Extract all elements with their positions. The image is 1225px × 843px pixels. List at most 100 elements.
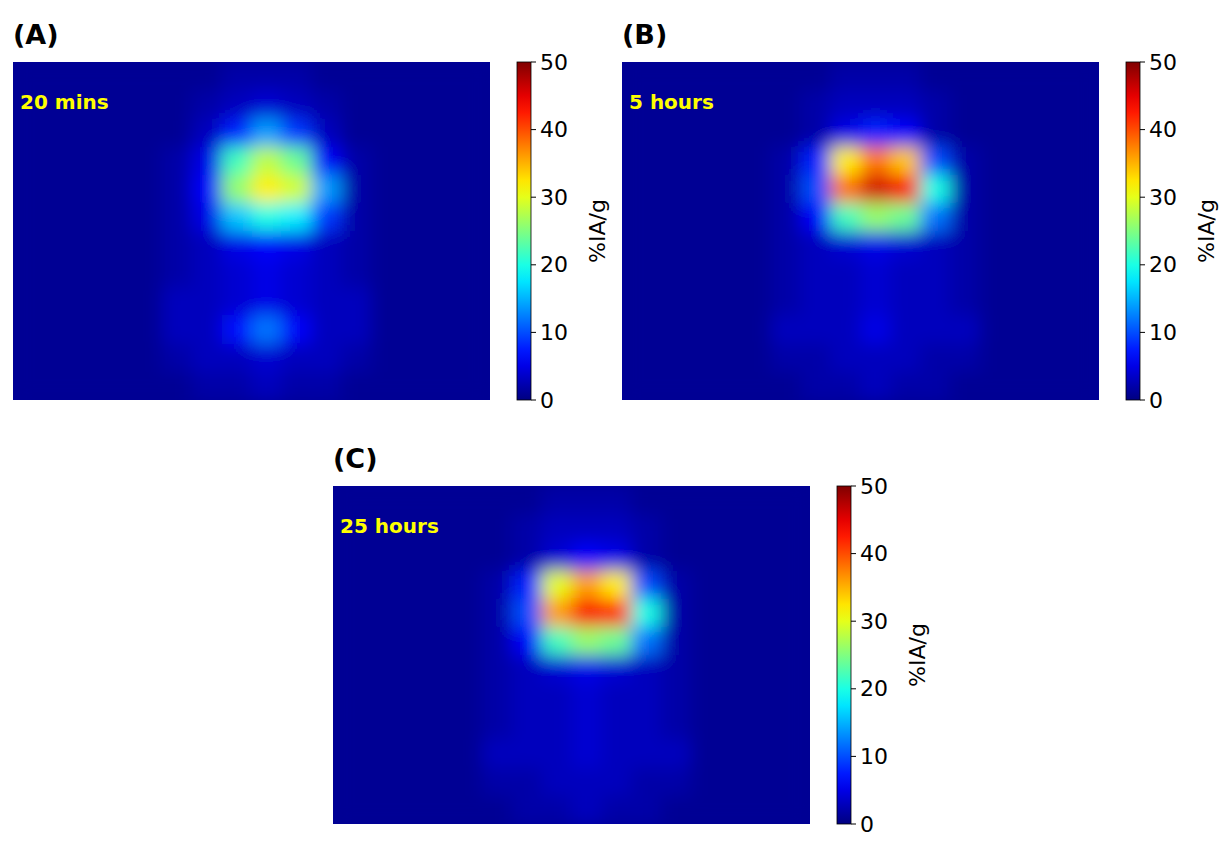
cell bbox=[422, 627, 452, 656]
cell bbox=[482, 514, 512, 543]
cell bbox=[741, 287, 771, 316]
cell bbox=[682, 344, 712, 373]
cell bbox=[801, 259, 831, 288]
cell bbox=[162, 90, 192, 119]
cell bbox=[422, 655, 452, 684]
image-clip bbox=[13, 62, 490, 400]
cell bbox=[1010, 259, 1040, 288]
cell bbox=[920, 62, 950, 91]
cell bbox=[622, 118, 652, 147]
cell bbox=[333, 655, 363, 684]
cell bbox=[13, 231, 43, 260]
cell bbox=[741, 147, 771, 176]
cell bbox=[622, 287, 652, 316]
cell bbox=[73, 287, 103, 316]
panel: (C)25 hours01020304050%IA/g bbox=[333, 443, 930, 837]
cell bbox=[622, 231, 652, 260]
cell bbox=[13, 118, 43, 147]
cell bbox=[13, 175, 43, 204]
cell bbox=[741, 118, 771, 147]
cell bbox=[861, 259, 891, 288]
cell bbox=[920, 175, 950, 204]
cell bbox=[750, 486, 780, 515]
cell bbox=[631, 571, 661, 600]
cell bbox=[542, 627, 572, 656]
cell bbox=[950, 344, 980, 373]
cell bbox=[162, 118, 192, 147]
cell bbox=[1069, 259, 1099, 288]
cell bbox=[721, 627, 751, 656]
cell bbox=[401, 316, 431, 345]
cell bbox=[1039, 203, 1069, 232]
cell bbox=[311, 118, 341, 147]
cell bbox=[401, 259, 431, 288]
cell bbox=[780, 571, 810, 600]
cell bbox=[1069, 147, 1099, 176]
cell bbox=[780, 542, 810, 571]
colorbar-tick-label: 50 bbox=[1149, 50, 1177, 75]
time-label: 20 mins bbox=[20, 90, 109, 114]
cell bbox=[460, 203, 490, 232]
cell bbox=[980, 372, 1010, 400]
cell bbox=[801, 231, 831, 260]
cell bbox=[801, 203, 831, 232]
cell bbox=[950, 90, 980, 119]
cell bbox=[422, 740, 452, 769]
cell bbox=[452, 542, 482, 571]
cell bbox=[430, 231, 460, 260]
cell bbox=[890, 372, 920, 400]
cell bbox=[861, 316, 891, 345]
cell bbox=[601, 740, 631, 769]
cell bbox=[333, 711, 363, 740]
cell bbox=[861, 231, 891, 260]
cell bbox=[631, 655, 661, 684]
cell bbox=[512, 683, 542, 712]
cell bbox=[192, 62, 222, 91]
cell bbox=[252, 231, 282, 260]
cell bbox=[631, 542, 661, 571]
cell bbox=[363, 683, 393, 712]
cell bbox=[311, 287, 341, 316]
cell bbox=[1010, 147, 1040, 176]
cell bbox=[661, 514, 691, 543]
colorbar-tick-label: 10 bbox=[860, 744, 888, 769]
cell bbox=[422, 683, 452, 712]
cell bbox=[430, 62, 460, 91]
cell bbox=[691, 768, 721, 797]
cell bbox=[401, 118, 431, 147]
cell bbox=[43, 287, 73, 316]
cell bbox=[771, 62, 801, 91]
cell bbox=[363, 486, 393, 515]
cell bbox=[721, 796, 751, 824]
cell bbox=[512, 796, 542, 824]
image-background bbox=[13, 62, 490, 400]
cell bbox=[393, 683, 423, 712]
cell bbox=[652, 147, 682, 176]
cell bbox=[542, 740, 572, 769]
cell bbox=[43, 203, 73, 232]
cell bbox=[1039, 175, 1069, 204]
cell bbox=[393, 711, 423, 740]
cell bbox=[572, 683, 602, 712]
cell bbox=[452, 796, 482, 824]
cell bbox=[750, 514, 780, 543]
cell bbox=[741, 203, 771, 232]
cell bbox=[682, 118, 712, 147]
cell bbox=[401, 147, 431, 176]
heatmap-cells bbox=[622, 62, 1099, 400]
cell bbox=[363, 655, 393, 684]
colorbar-tick bbox=[531, 129, 536, 130]
cell bbox=[311, 316, 341, 345]
colorbar-tick bbox=[531, 400, 536, 401]
cell bbox=[1069, 203, 1099, 232]
cell bbox=[622, 316, 652, 345]
cell bbox=[1010, 90, 1040, 119]
cell bbox=[831, 90, 861, 119]
cell bbox=[601, 655, 631, 684]
image-background bbox=[622, 62, 1099, 400]
cell bbox=[192, 90, 222, 119]
cell bbox=[622, 344, 652, 373]
cell bbox=[771, 118, 801, 147]
cell bbox=[482, 542, 512, 571]
cell bbox=[691, 655, 721, 684]
